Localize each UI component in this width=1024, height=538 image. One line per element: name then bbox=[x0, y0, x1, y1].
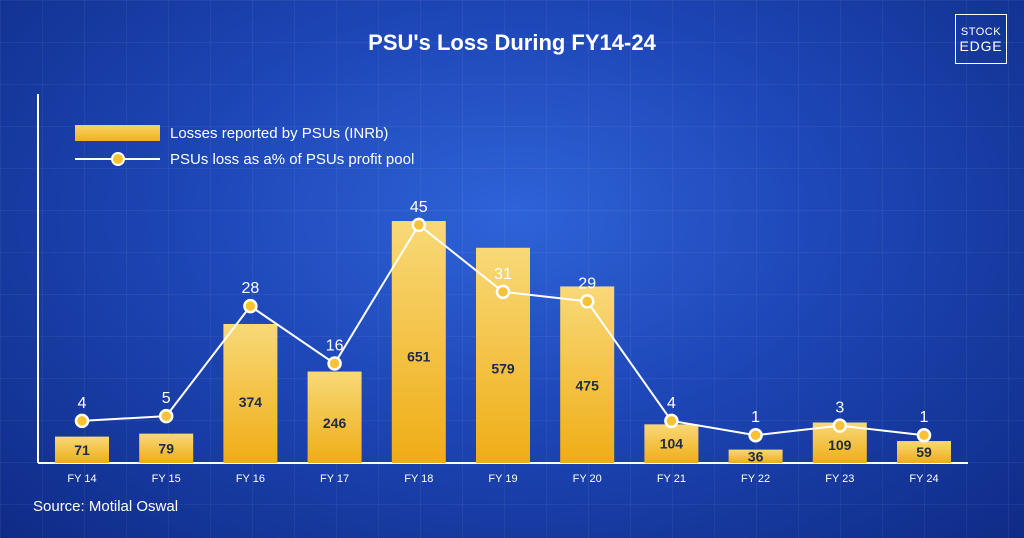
line-point bbox=[158, 408, 174, 424]
x-tick-label: FY 24 bbox=[909, 473, 938, 485]
x-tick-label: FY 21 bbox=[657, 473, 686, 485]
bar-value-label: 475 bbox=[576, 377, 600, 393]
line-value-label: 31 bbox=[494, 266, 512, 283]
chart-title: PSU's Loss During FY14-24 bbox=[368, 30, 656, 55]
logo-line-1: STOCK bbox=[960, 26, 1002, 38]
line-point bbox=[579, 294, 595, 309]
x-tick-label: FY 17 bbox=[320, 473, 349, 485]
line-point bbox=[411, 217, 427, 233]
line-point bbox=[916, 427, 932, 443]
line-value-label: 4 bbox=[78, 395, 87, 412]
x-tick-label: FY 23 bbox=[825, 473, 854, 485]
bar-fy24 bbox=[897, 441, 951, 463]
x-tick-label: FY 14 bbox=[67, 473, 96, 485]
line-point bbox=[748, 427, 763, 443]
bar-value-label: 246 bbox=[323, 415, 347, 431]
bar-fy16 bbox=[223, 323, 278, 463]
line-value-label: 5 bbox=[162, 390, 171, 407]
bar-fy22 bbox=[728, 449, 783, 463]
line-point bbox=[327, 356, 342, 371]
line-value-label: 3 bbox=[835, 400, 844, 417]
bar-fy21 bbox=[644, 424, 699, 463]
line-value-label: 1 bbox=[920, 409, 929, 426]
bar-fy18 bbox=[391, 221, 446, 463]
legend-line-label: PSUs loss as a% of PSUs profit pool bbox=[170, 150, 415, 168]
legend-bars-label: Losses reported by PSUs (INRb) bbox=[170, 124, 389, 142]
legend-bar-swatch bbox=[75, 125, 160, 141]
bar-value-label: 59 bbox=[916, 444, 932, 460]
line-point bbox=[243, 298, 258, 314]
bar-fy20 bbox=[560, 286, 615, 463]
legend-line-swatch bbox=[75, 150, 160, 168]
line-value-label: 1 bbox=[751, 409, 760, 426]
x-tick-label: FY 16 bbox=[236, 473, 265, 485]
x-tick-label: FY 22 bbox=[741, 473, 770, 485]
line-value-label: 29 bbox=[578, 275, 596, 292]
line-value-label: 16 bbox=[326, 338, 344, 355]
x-tick-label: FY 20 bbox=[573, 473, 602, 485]
bar-value-label: 79 bbox=[158, 440, 174, 456]
bar-value-label: 374 bbox=[239, 394, 263, 410]
line-point bbox=[832, 418, 848, 433]
bar-value-label: 71 bbox=[74, 442, 90, 458]
bar-fy14 bbox=[55, 436, 109, 463]
bar-value-label: 104 bbox=[660, 436, 684, 452]
x-tick-label: FY 18 bbox=[404, 473, 433, 485]
stockedge-logo: STOCK EDGE bbox=[955, 14, 1007, 64]
line-point bbox=[74, 413, 90, 429]
bar-value-label: 36 bbox=[748, 448, 764, 464]
line-value-label: 28 bbox=[242, 280, 260, 297]
source-note: Source: Motilal Oswal bbox=[33, 498, 179, 515]
line-point bbox=[664, 413, 679, 429]
bar-value-label: 579 bbox=[491, 360, 515, 376]
bar-fy15 bbox=[139, 433, 194, 463]
bar-fy17 bbox=[307, 371, 362, 463]
bar-fy19 bbox=[476, 247, 530, 463]
x-tick-label: FY 19 bbox=[488, 473, 517, 485]
line-value-label: 4 bbox=[667, 395, 676, 412]
legend: Losses reported by PSUs (INRb) PSUs loss… bbox=[75, 120, 414, 172]
legend-item-bars: Losses reported by PSUs (INRb) bbox=[75, 120, 414, 146]
line-value-label: 45 bbox=[410, 199, 428, 216]
bar-value-label: 109 bbox=[828, 437, 852, 453]
line-point bbox=[495, 284, 511, 300]
bar-value-label: 651 bbox=[407, 349, 431, 365]
legend-item-line: PSUs loss as a% of PSUs profit pool bbox=[75, 146, 414, 172]
x-tick-label: FY 15 bbox=[152, 473, 181, 485]
logo-line-2: EDGE bbox=[959, 38, 1003, 54]
